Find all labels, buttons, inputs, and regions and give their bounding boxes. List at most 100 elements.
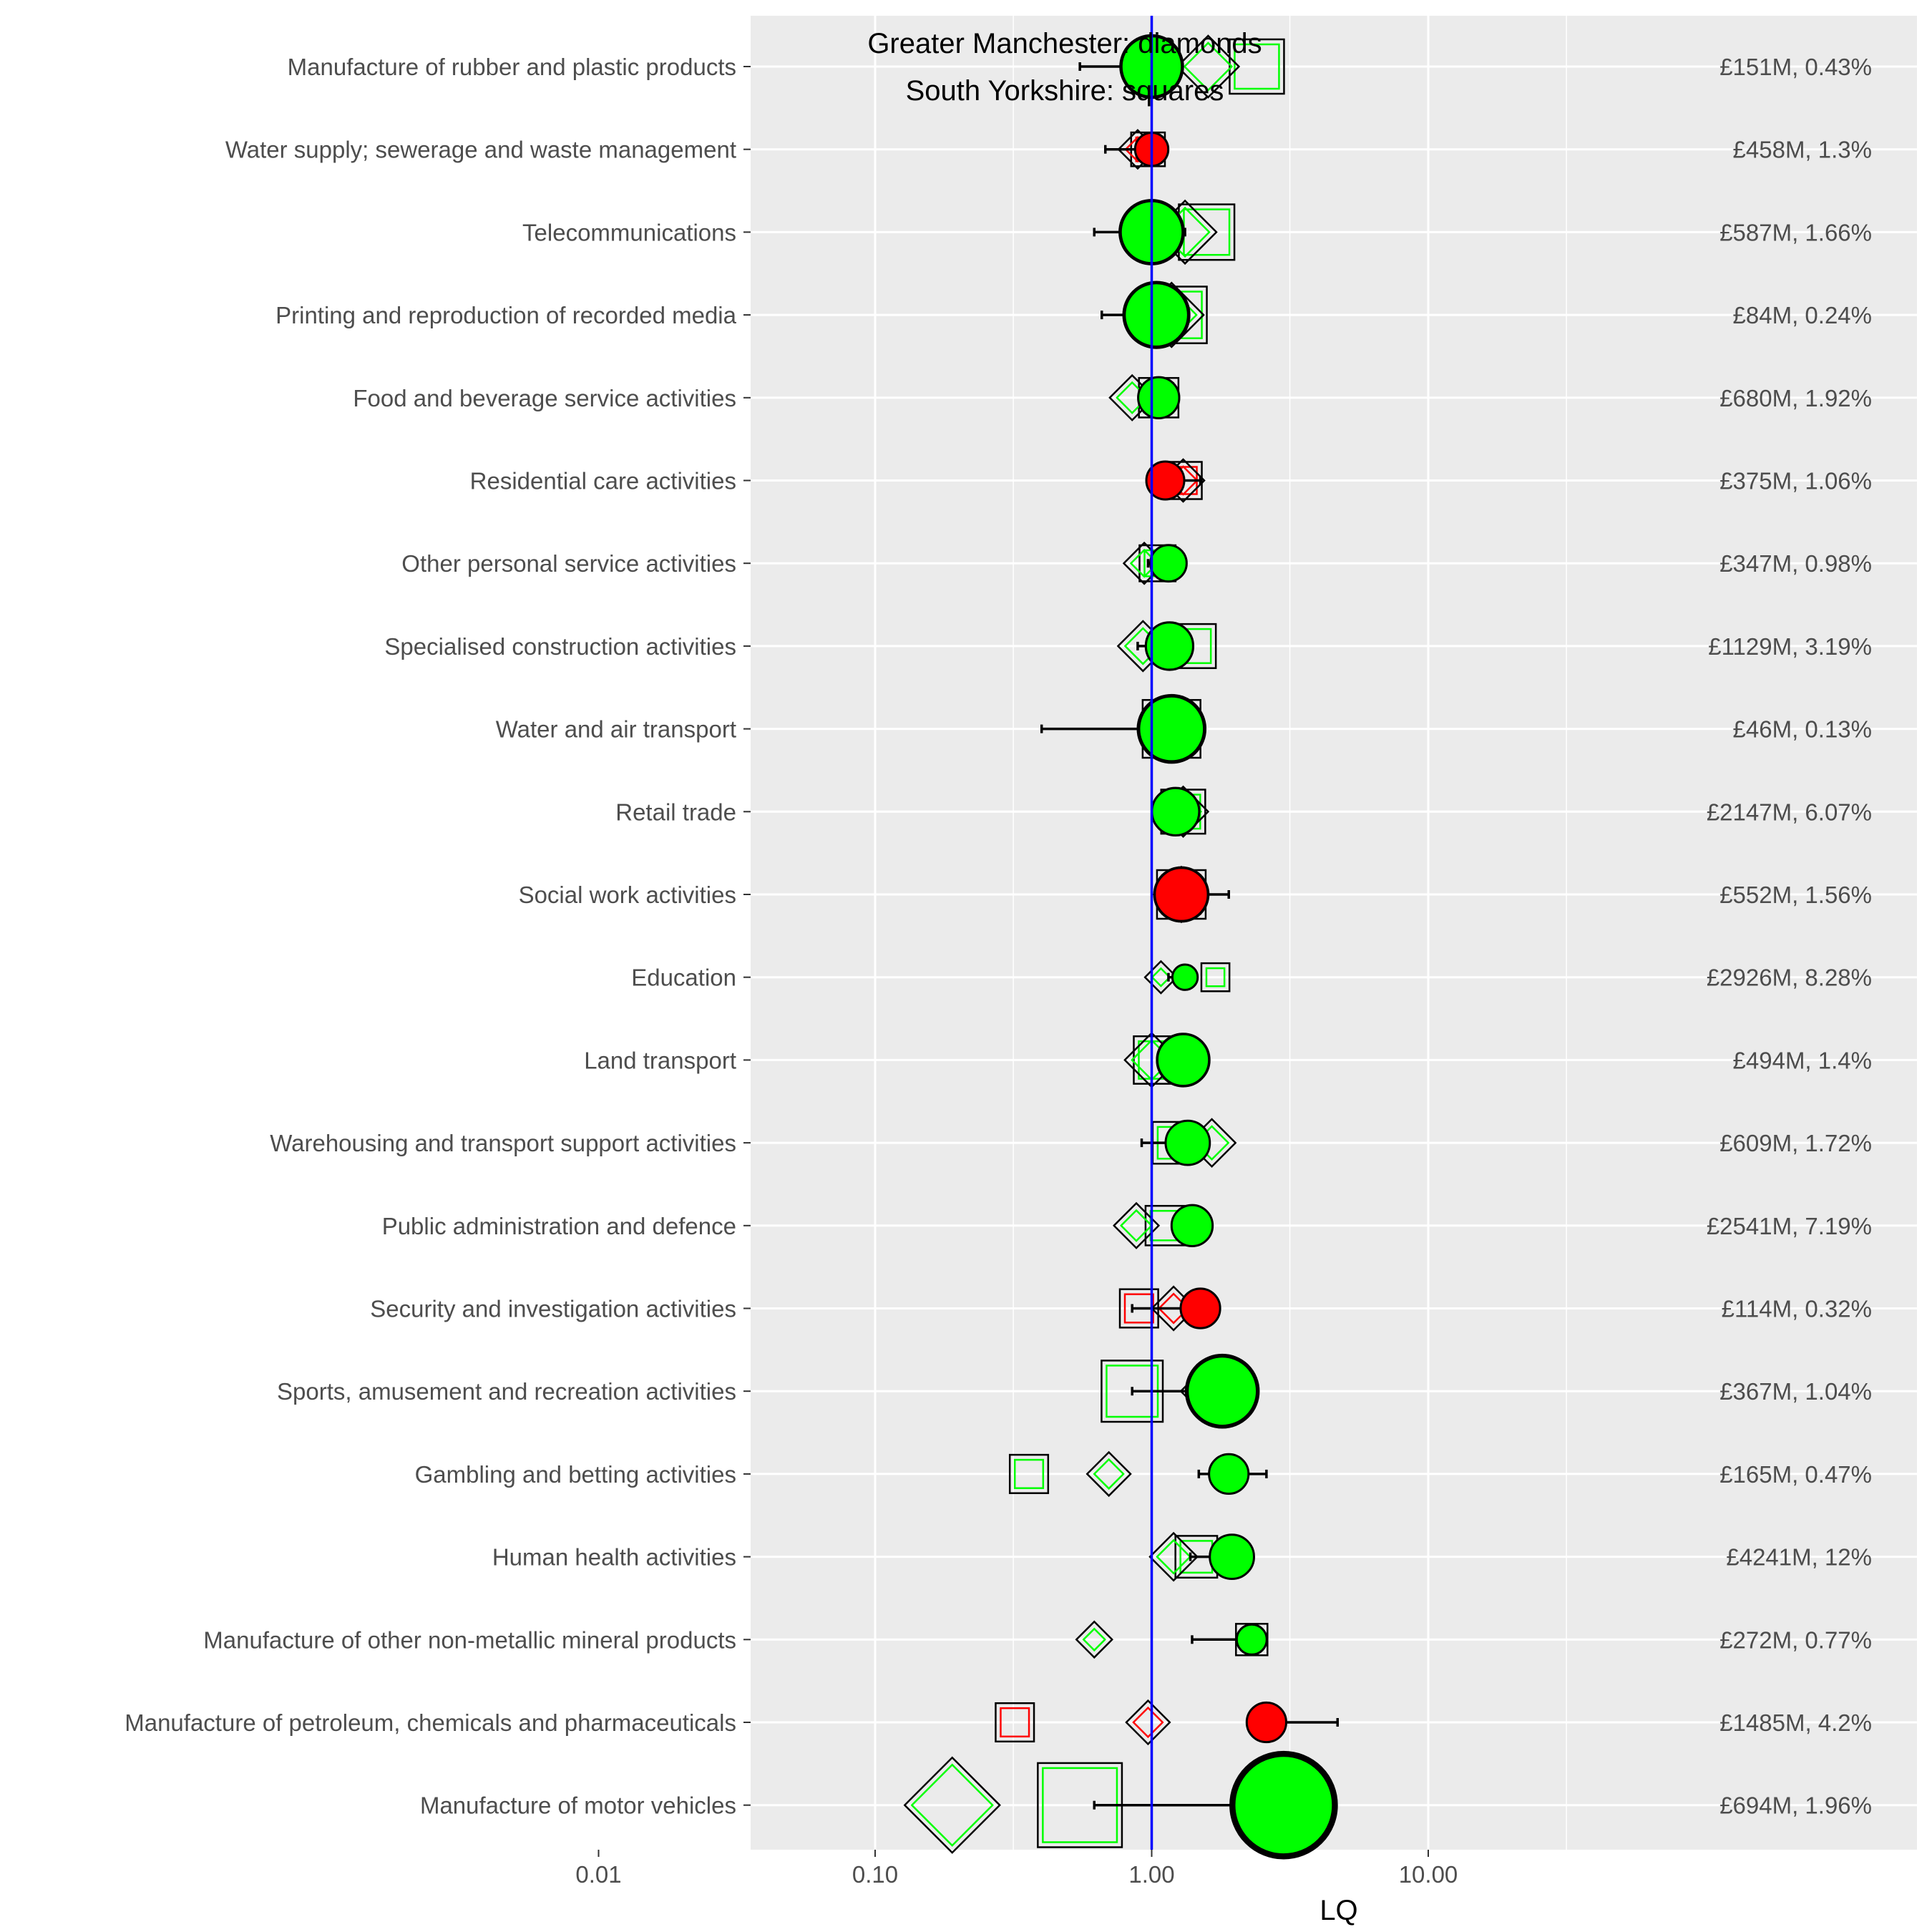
lq-point bbox=[1245, 1701, 1287, 1744]
lq-point bbox=[1149, 544, 1188, 583]
value-label: £367M, 1.04% bbox=[1719, 1378, 1872, 1405]
value-label: £680M, 1.92% bbox=[1719, 385, 1872, 411]
category-label: Water supply; sewerage and waste managem… bbox=[225, 137, 736, 163]
x-tick-label: 0.01 bbox=[575, 1861, 621, 1888]
data-row bbox=[1116, 620, 1217, 673]
gm-diamond-inner bbox=[1151, 967, 1171, 987]
value-label: £694M, 1.96% bbox=[1719, 1792, 1872, 1819]
gm-diamond-outer bbox=[1075, 1620, 1114, 1659]
gm-diamond-inner bbox=[1093, 1458, 1125, 1491]
category-label: Manufacture of rubber and plastic produc… bbox=[288, 54, 736, 80]
data-row bbox=[1101, 280, 1208, 349]
category-label: Public administration and defence bbox=[382, 1213, 736, 1239]
value-label: £2147M, 6.07% bbox=[1707, 799, 1872, 825]
sy-square-inner bbox=[1205, 967, 1226, 987]
value-label: £587M, 1.66% bbox=[1719, 219, 1872, 245]
x-axis-ticks: 0.01 0.10 1.00 10.00 bbox=[575, 1850, 1458, 1888]
plot-panel bbox=[751, 16, 1917, 1850]
value-label: £494M, 1.4% bbox=[1733, 1047, 1872, 1073]
sy-square-inner bbox=[1013, 1458, 1045, 1489]
data-row bbox=[903, 1750, 1338, 1860]
lq-point bbox=[1171, 963, 1199, 991]
gm-diamond-inner bbox=[1183, 42, 1234, 92]
gm-diamond-outer bbox=[1148, 1531, 1199, 1582]
lq-point bbox=[1184, 1353, 1260, 1429]
value-label: £46M, 0.13% bbox=[1733, 716, 1872, 743]
data-row bbox=[1075, 1620, 1269, 1659]
category-label: Food and beverage service activities bbox=[353, 385, 736, 411]
lq-point bbox=[1153, 866, 1210, 923]
category-labels: Manufacture of rubber and plastic produc… bbox=[125, 54, 751, 1819]
gm-diamond-inner bbox=[1132, 1706, 1164, 1739]
lq-point bbox=[1136, 693, 1207, 764]
gm-diamond-inner bbox=[910, 1763, 994, 1847]
category-label: Security and investigation activities bbox=[370, 1296, 736, 1322]
data-row bbox=[1118, 1285, 1221, 1332]
category-label: Social work activities bbox=[519, 882, 736, 908]
lq-point bbox=[1137, 376, 1181, 419]
category-label: Land transport bbox=[584, 1047, 736, 1073]
data-row bbox=[1008, 1450, 1268, 1498]
gm-diamond-outer bbox=[1085, 1450, 1132, 1498]
category-label: Manufacture of petroleum, chemicals and … bbox=[125, 1709, 736, 1736]
lq-point bbox=[1151, 786, 1201, 836]
value-label: £165M, 0.47% bbox=[1719, 1461, 1872, 1488]
category-label: Human health activities bbox=[492, 1544, 736, 1571]
category-label: Telecommunications bbox=[522, 219, 736, 245]
lq-point bbox=[1156, 1033, 1211, 1088]
value-label: £552M, 1.56% bbox=[1719, 882, 1872, 908]
lq-point bbox=[1179, 1287, 1221, 1330]
data-row bbox=[1151, 785, 1210, 838]
data-row bbox=[1145, 458, 1206, 503]
lq-point bbox=[1235, 1623, 1268, 1656]
value-label: £2541M, 7.19% bbox=[1707, 1213, 1872, 1239]
data-marks bbox=[903, 16, 1340, 1860]
value-label: £375M, 1.06% bbox=[1719, 468, 1872, 494]
lq-point bbox=[1209, 1533, 1255, 1581]
gm-diamond-outer bbox=[1143, 960, 1179, 995]
data-row bbox=[1040, 693, 1207, 764]
category-label: Education bbox=[631, 965, 736, 991]
category-label: Manufacture of other non-metallic minera… bbox=[203, 1626, 736, 1653]
data-row bbox=[1143, 960, 1231, 995]
value-label: £272M, 0.77% bbox=[1719, 1626, 1872, 1653]
value-labels: £151M, 0.43% £458M, 1.3% £587M, 1.66% £84M,… bbox=[1707, 54, 1872, 1819]
data-row bbox=[1123, 1032, 1211, 1088]
x-axis-title: LQ bbox=[1319, 1895, 1357, 1926]
category-label: Gambling and betting activities bbox=[415, 1461, 736, 1488]
sy-square-outer bbox=[1229, 38, 1285, 95]
gm-diamond-inner bbox=[1119, 1209, 1153, 1242]
legend-line-1: Greater Manchester: diamonds bbox=[867, 28, 1262, 59]
x-tick-label: 10.00 bbox=[1399, 1861, 1458, 1888]
sy-square-inner bbox=[1000, 1707, 1030, 1738]
gm-diamond-outer bbox=[903, 1756, 1001, 1854]
data-row bbox=[1108, 374, 1181, 421]
value-label: £458M, 1.3% bbox=[1733, 137, 1872, 163]
gm-diamond-inner bbox=[1082, 1627, 1107, 1652]
category-label: Other personal service activities bbox=[401, 550, 736, 577]
category-label: Residential care activities bbox=[470, 468, 736, 494]
category-label: Specialised construction activities bbox=[384, 633, 736, 660]
legend-line-2: South Yorkshire: squares bbox=[906, 75, 1224, 107]
category-label: Water and air transport bbox=[496, 716, 736, 743]
lq-point bbox=[1170, 1204, 1214, 1248]
grid-lines bbox=[597, 16, 1917, 1850]
lq-point bbox=[1122, 280, 1191, 349]
value-label: £1129M, 3.19% bbox=[1708, 633, 1872, 660]
value-label: £1485M, 4.2% bbox=[1719, 1709, 1872, 1736]
lq-point bbox=[1145, 460, 1186, 501]
value-label: £347M, 0.98% bbox=[1719, 550, 1872, 577]
lq-point bbox=[1229, 1750, 1338, 1860]
value-label: £114M, 0.32% bbox=[1722, 1296, 1872, 1322]
sy-square-inner bbox=[1234, 43, 1280, 90]
sy-square-outer bbox=[1008, 1453, 1050, 1494]
data-row bbox=[1122, 541, 1188, 585]
gm-diamond-inner bbox=[1156, 1538, 1191, 1575]
sy-square-outer bbox=[1200, 962, 1231, 992]
data-row bbox=[995, 1699, 1340, 1746]
gm-diamond-outer bbox=[1125, 1699, 1171, 1746]
value-label: £2926M, 8.28% bbox=[1707, 965, 1872, 991]
sy-square-outer bbox=[995, 1702, 1035, 1743]
category-label: Warehousing and transport support activi… bbox=[270, 1130, 736, 1156]
